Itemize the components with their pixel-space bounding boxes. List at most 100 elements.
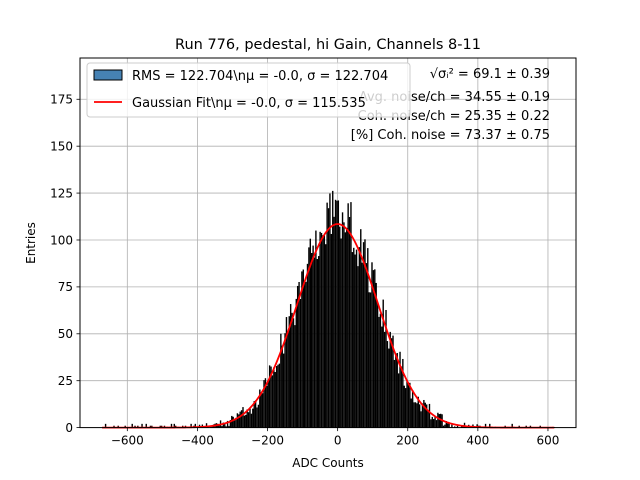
histogram-bar: [235, 417, 237, 428]
histogram-bar: [418, 404, 421, 428]
histogram-bar: [318, 256, 320, 428]
chart-title: Run 776, pedestal, hi Gain, Channels 8-1…: [175, 37, 481, 53]
histogram-bar: [259, 389, 261, 428]
x-tick-label: 600: [537, 434, 560, 448]
histogram-bar: [444, 424, 446, 428]
histogram-bar: [240, 410, 243, 428]
histogram-bar: [388, 348, 390, 428]
histogram-bar: [529, 425, 532, 428]
histogram-bar: [315, 230, 317, 428]
histogram-bar: [173, 423, 175, 428]
histogram-bar: [310, 253, 313, 428]
histogram-bar: [306, 263, 309, 428]
histogram-bar: [254, 400, 257, 428]
x-axis-ticks: −600 −400 −200 0 200 400 600: [111, 427, 560, 448]
histogram-bar: [378, 316, 380, 428]
histogram-bar: [389, 331, 391, 428]
x-tick-label: −400: [181, 434, 214, 448]
histogram-bar: [134, 425, 136, 428]
histogram-bar: [411, 390, 414, 428]
histogram-bar: [434, 417, 436, 428]
histogram-bar: [218, 424, 220, 428]
histogram-bar: [285, 317, 288, 428]
histogram-bar: [417, 396, 419, 428]
histogram-bar: [271, 375, 274, 428]
histogram-bar: [428, 403, 431, 428]
histogram-bar: [151, 425, 153, 428]
histogram-bar: [236, 413, 239, 428]
histogram-bar: [160, 425, 163, 428]
annotation-sigma: √σᵢ² = 69.1 ± 0.39: [430, 67, 550, 82]
histogram-bar: [323, 234, 326, 428]
histogram-bar: [228, 425, 230, 428]
histogram-bar: [325, 244, 327, 428]
x-axis-label: ADC Counts: [292, 456, 364, 470]
histogram-bar: [357, 266, 359, 428]
histogram-bar: [431, 416, 433, 428]
x-tick-label: 400: [466, 434, 489, 448]
legend: RMS = 122.704\nμ = -0.0, σ = 122.704 Gau…: [86, 62, 411, 118]
legend-label-gaussian: Gaussian Fit\nμ = -0.0, σ = 115.535: [132, 96, 366, 111]
histogram-bar: [337, 200, 340, 428]
histogram-bar: [250, 413, 253, 428]
histogram-bar: [451, 424, 453, 428]
histogram-bar: [454, 426, 456, 428]
histogram-bar: [362, 242, 365, 428]
histogram-bar: [423, 399, 425, 428]
histogram-bar: [275, 366, 278, 428]
histogram-bar: [104, 423, 107, 428]
histogram-bar: [353, 247, 355, 428]
histogram-bar: [525, 425, 527, 428]
histogram-bar: [439, 413, 442, 428]
histogram-bar: [343, 222, 345, 428]
histogram-bar: [432, 419, 435, 428]
histogram-bar: [159, 425, 161, 428]
histogram-bar: [329, 193, 331, 428]
histogram-bar: [131, 423, 133, 428]
histogram-bar: [280, 333, 282, 428]
histogram-bar: [313, 257, 316, 428]
histogram-bar: [309, 238, 311, 428]
histogram-bar: [392, 335, 394, 428]
histogram-bar: [141, 423, 143, 428]
histogram-bar: [145, 423, 147, 428]
histogram-bar: [407, 384, 410, 428]
legend-patch-rms: [93, 69, 123, 81]
histogram-bar: [367, 248, 369, 428]
histogram-bar: [253, 401, 255, 428]
histogram-bar: [260, 392, 262, 428]
y-axis-ticks: 0 25 50 75 100 125 150 175: [50, 93, 80, 435]
histogram-bar: [312, 245, 314, 428]
histogram-bar: [308, 247, 310, 428]
histogram-bar: [245, 414, 247, 428]
histogram-bar: [395, 355, 397, 428]
histogram-bar: [267, 379, 269, 428]
annotation-coh-noise-percent: [%] Coh. noise = 73.37 ± 0.75: [351, 128, 550, 143]
histogram-bar: [281, 345, 283, 428]
y-tick-label: 100: [50, 233, 73, 247]
histogram-bar: [294, 325, 296, 428]
histogram-bar: [379, 313, 382, 428]
histogram-bar: [413, 402, 415, 428]
histogram-bar: [372, 270, 375, 428]
histogram-bar: [445, 421, 448, 428]
histogram-bar: [438, 414, 440, 428]
histogram-bar: [320, 232, 323, 428]
histogram-bar: [339, 226, 341, 428]
histogram-bar: [284, 333, 286, 428]
histogram-bar: [489, 423, 491, 428]
histogram-bar: [332, 190, 334, 428]
histogram-bar: [376, 303, 379, 428]
histogram-bar: [364, 239, 366, 428]
histogram-bar: [369, 292, 372, 428]
histogram-bar: [263, 380, 265, 428]
histogram-bar: [518, 425, 520, 428]
histogram-bar: [461, 426, 463, 428]
histogram-bar: [348, 216, 351, 428]
histogram-bar: [442, 425, 445, 428]
histogram-bar: [361, 262, 363, 428]
histogram-bar: [232, 416, 234, 428]
histogram-bar: [194, 423, 197, 428]
histogram-bar: [374, 269, 376, 428]
histogram-bar: [264, 378, 267, 428]
